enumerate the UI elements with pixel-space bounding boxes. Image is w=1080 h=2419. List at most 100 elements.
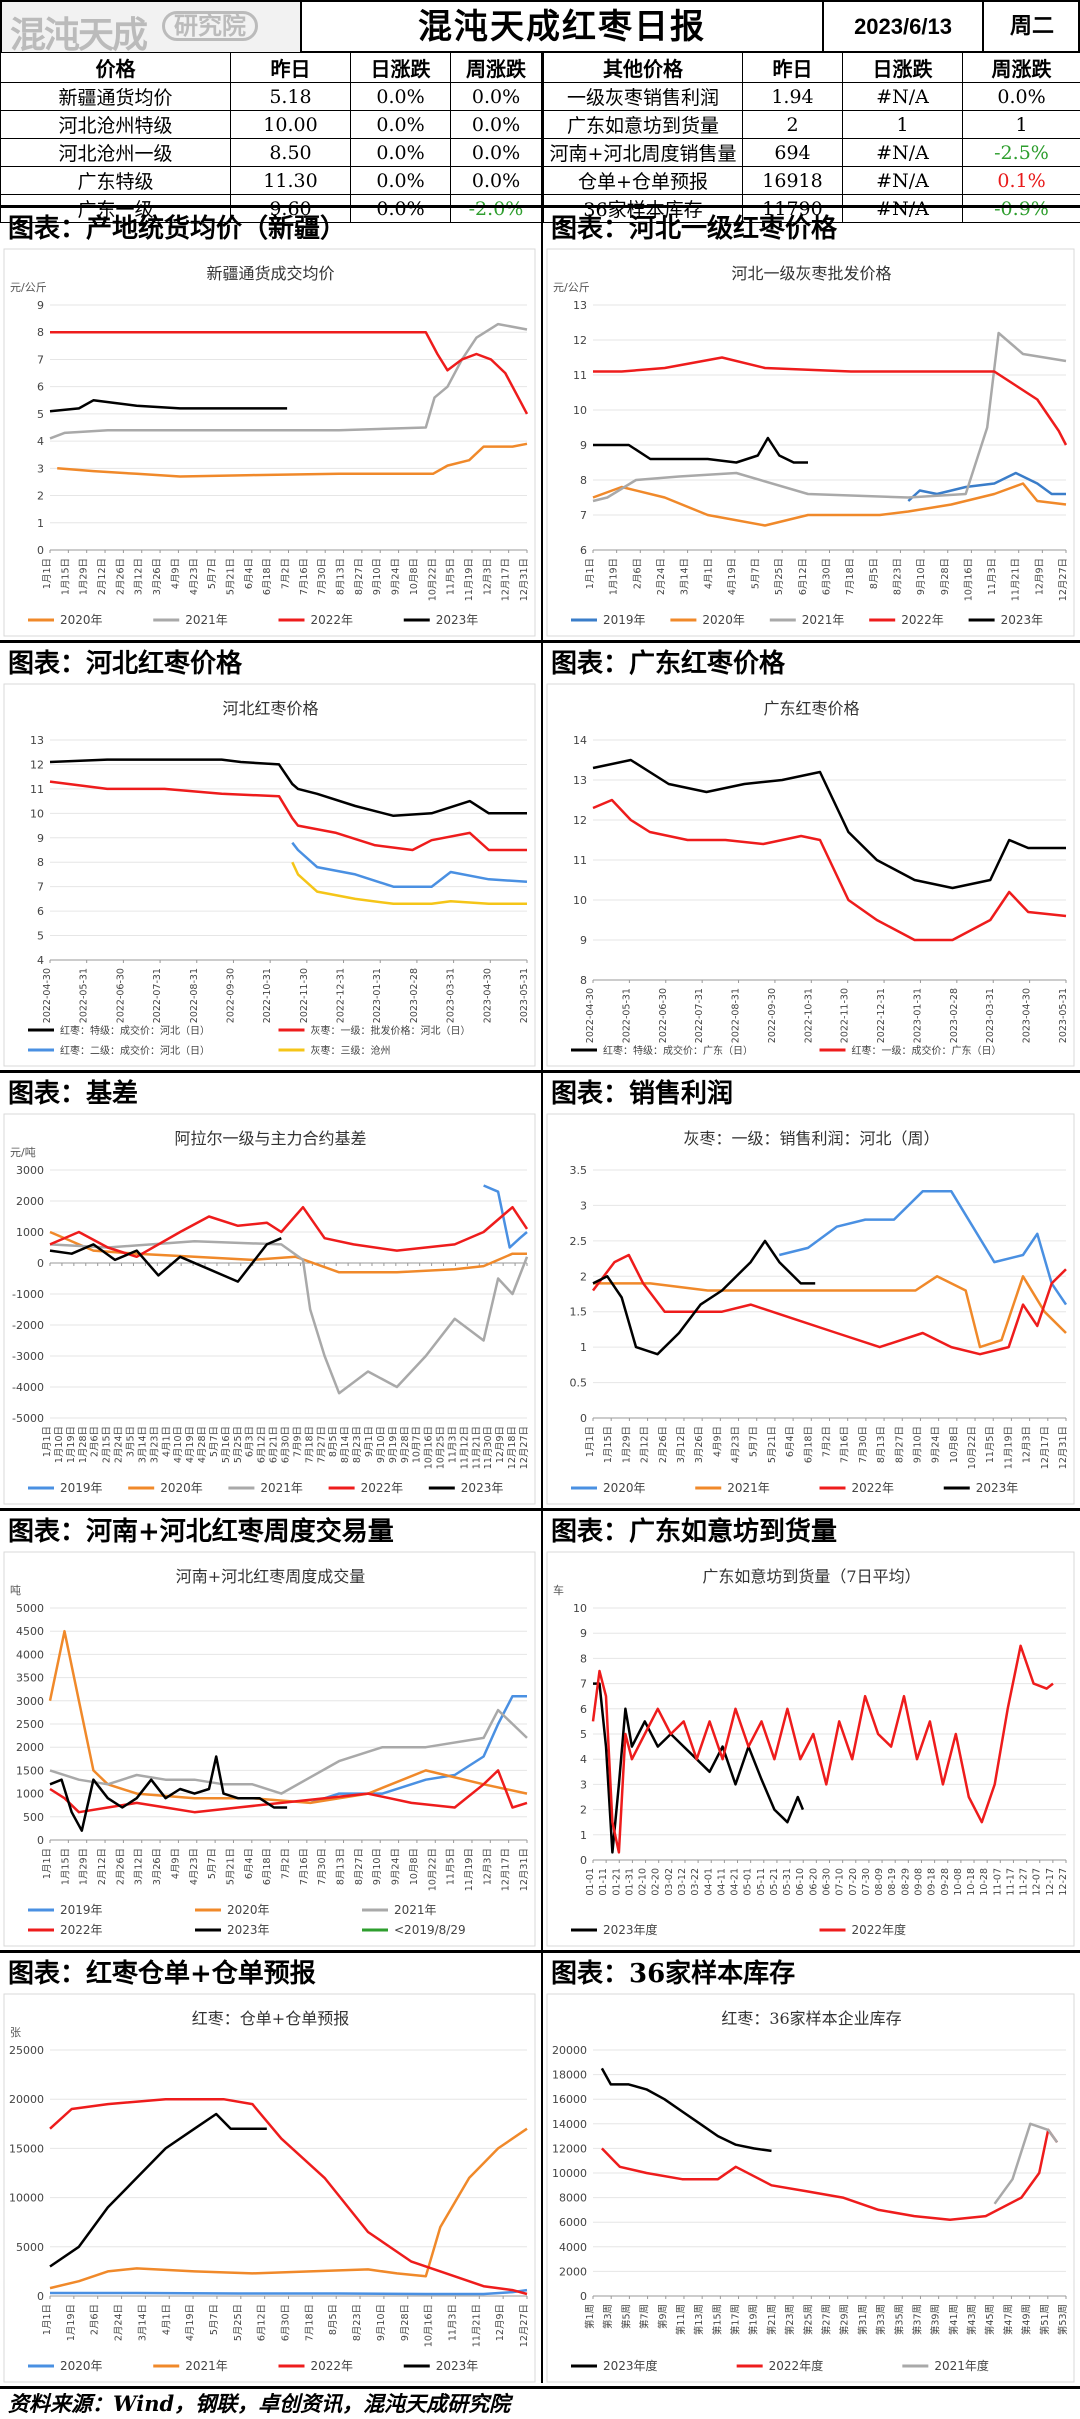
legend-label: 2020年	[227, 1903, 270, 1917]
y-tick-label: 6	[580, 544, 587, 557]
x-tick-label: 5月7日	[207, 558, 218, 589]
x-tick-label: 1月15日	[60, 558, 71, 595]
x-tick-label: 7月16日	[299, 1848, 310, 1885]
x-tick-label: 3月5日	[125, 1426, 136, 1457]
y-tick-label: 9	[37, 299, 44, 312]
x-tick-label: 11月21日	[471, 2304, 482, 2347]
x-tick-label: 05-01	[743, 1868, 754, 1896]
chart-title: 河北红枣价格	[222, 699, 318, 718]
y-axis-label: 张	[10, 2026, 21, 2039]
y-tick-label: 1500	[16, 1764, 44, 1777]
price-table-header: 价格昨日日涨跌周涨跌其他价格昨日日涨跌周涨跌	[1, 53, 1080, 83]
x-tick-label: 4月1日	[703, 558, 714, 589]
x-tick-label: 9月10日	[376, 1426, 387, 1463]
x-tick-label: 1月29日	[621, 1426, 632, 1463]
x-tick-label: 6月12日	[257, 2304, 268, 2341]
x-tick-label: 1月1日	[42, 2304, 53, 2335]
y-tick-label: 6000	[559, 2216, 587, 2229]
y-tick-label: 12	[573, 334, 587, 347]
x-tick-label: 12月31日	[1058, 1426, 1069, 1469]
y-tick-label: 7	[580, 509, 587, 522]
y-tick-label: 0	[580, 2290, 587, 2303]
x-tick-label: 2022-04-30	[585, 988, 596, 1043]
x-tick-label: 5月25日	[774, 558, 785, 595]
table-cell: 河北沧州特级	[1, 111, 231, 139]
x-tick-label: 11月12日	[459, 1426, 470, 1469]
legend-label: 2023年度	[603, 2358, 658, 2373]
x-tick-label: 2022-10-31	[803, 988, 814, 1043]
logo-text: 混沌天成	[10, 6, 146, 52]
x-tick-label: 2022-10-31	[262, 968, 273, 1023]
legend-label: 2021年度	[934, 2358, 989, 2373]
x-tick-label: 6月4日	[785, 1426, 796, 1457]
series-line	[593, 484, 1066, 526]
x-tick-label: 10月16日	[963, 558, 974, 601]
y-tick-label: 8	[37, 856, 44, 869]
x-tick-label: 7月18日	[304, 1426, 315, 1463]
legend-label: 2023年	[461, 1481, 504, 1495]
x-tick-label: 第27周	[821, 2304, 833, 2335]
y-axis-label: 元/公斤	[553, 281, 590, 294]
x-tick-label: 11月21日	[471, 1426, 482, 1469]
x-tick-label: 2023-01-31	[912, 988, 923, 1043]
y-tick-label: 0	[580, 1412, 587, 1425]
x-tick-label: 7月18日	[845, 558, 856, 595]
x-tick-label: 12月17日	[501, 558, 512, 601]
legend-label: 2021年	[260, 1481, 303, 1495]
x-tick-label: 12月3日	[1022, 1426, 1033, 1463]
y-tick-label: 2	[580, 1804, 587, 1817]
y-tick-label: 14000	[552, 2118, 587, 2131]
x-tick-label: 9月28日	[400, 2304, 411, 2341]
y-tick-label: 3000	[16, 1164, 44, 1177]
x-tick-label: 2月26日	[115, 1848, 126, 1885]
table-cell: -2.5%	[963, 139, 1080, 167]
x-tick-label: 第19周	[748, 2304, 760, 2335]
series-line	[50, 2129, 527, 2288]
x-tick-label: 12月17日	[501, 1848, 512, 1891]
chart-title: 新疆通货成交均价	[206, 264, 334, 283]
series-line	[50, 1710, 527, 1794]
x-tick-label: 12月17日	[1040, 1426, 1051, 1469]
x-tick-label: 第15周	[711, 2304, 723, 2335]
series-line	[602, 2068, 772, 2151]
x-tick-label: 7月18日	[304, 2304, 315, 2341]
x-tick-label: 10月16日	[424, 1426, 435, 1469]
x-tick-label: 3月12日	[134, 558, 145, 595]
x-tick-label: 12月9日	[495, 2304, 506, 2341]
x-tick-label: 第33周	[875, 2304, 887, 2335]
x-tick-label: 2月26日	[115, 558, 126, 595]
y-tick-label: 11	[30, 783, 44, 796]
table-cell: 广东如意坊到货量	[543, 111, 743, 139]
series-line	[50, 1631, 527, 1803]
x-tick-label: 01-21	[611, 1868, 622, 1896]
report-header: 混沌天成 研究院 混沌天成红枣日报 2023/6/13 周二	[0, 0, 1080, 52]
y-tick-label: 7	[37, 881, 44, 894]
x-tick-label: 5月7日	[209, 2304, 220, 2335]
y-tick-label: 9	[37, 832, 44, 845]
y-tick-label: 10	[573, 894, 587, 907]
x-tick-label: 第17周	[730, 2304, 742, 2335]
y-tick-label: 16000	[552, 2093, 587, 2106]
table-cell: 0.0%	[351, 83, 451, 111]
y-tick-label: 10000	[9, 2192, 44, 2205]
report-weekday: 周二	[982, 2, 1080, 52]
y-tick-label: 10000	[552, 2167, 587, 2180]
y-tick-label: 2000	[559, 2265, 587, 2278]
x-tick-label: 6月12日	[257, 1426, 268, 1463]
table-cell: #N/A	[843, 167, 963, 195]
x-tick-label: 第45周	[984, 2304, 996, 2335]
x-tick-label: 3月14日	[137, 1426, 148, 1463]
x-tick-label: 8月27日	[354, 558, 365, 595]
y-axis-label: 元/吨	[10, 1146, 36, 1159]
x-tick-label: 10月8日	[409, 1848, 420, 1885]
y-tick-label: 2000	[16, 1741, 44, 1754]
x-tick-label: 7月2日	[822, 1426, 833, 1457]
x-tick-label: 2022-12-31	[876, 988, 887, 1043]
x-tick-label: 2022-05-31	[79, 968, 90, 1023]
x-tick-label: 7月30日	[317, 1848, 328, 1885]
y-tick-label: -1000	[12, 1288, 44, 1301]
x-tick-label: 1月28日	[78, 1426, 89, 1463]
